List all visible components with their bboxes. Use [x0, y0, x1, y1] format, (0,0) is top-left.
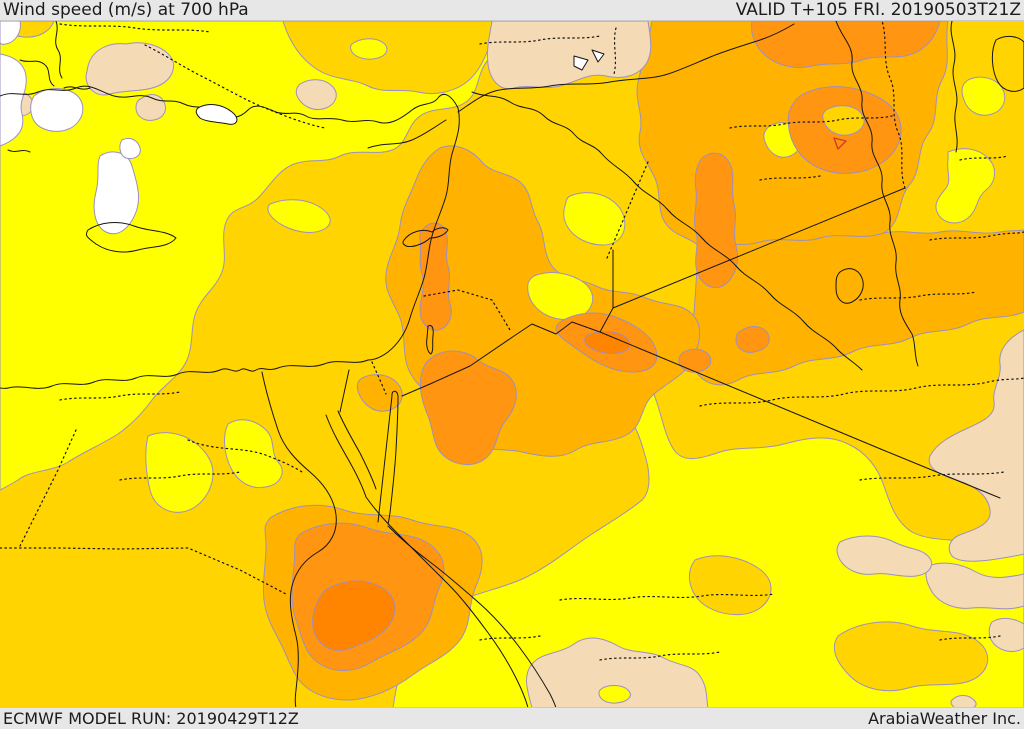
border-saudi-interior-1: [559, 593, 775, 601]
peach-blob-aegean: [85, 42, 174, 96]
border-saudi-east-1: [859, 471, 1005, 481]
peach-blob-southeast-1: [925, 562, 1024, 610]
border-iraq-interior-1: [699, 377, 1024, 407]
red-sea-east-coast: [387, 525, 557, 707]
peach-region-east-turkey: [487, 21, 652, 90]
white-minimum-aegean-2: [30, 88, 84, 132]
coastline-aegean-3: [63, 86, 91, 90]
suez-canal: [339, 369, 350, 413]
border-thrace: [59, 23, 211, 33]
border-libya-interior-2: [119, 471, 241, 481]
orange-finger-east-syria: [694, 152, 739, 289]
river-upper-euphrates: [367, 119, 447, 149]
orange-lens-west-iraq-2: [678, 348, 712, 373]
white-minimum-small: [119, 137, 141, 159]
branding-label: ArabiaWeather Inc.: [868, 708, 1021, 728]
border-saudi-iraq-southeast: [599, 331, 1001, 499]
border-jordan-iraq: [599, 249, 614, 333]
red-contour-layer: [833, 137, 847, 150]
peach-region-south-center: [526, 637, 709, 707]
yellow-tongue-egypt: [145, 432, 214, 513]
orange-streak-lebanon: [419, 222, 452, 331]
peach-blob-west-turkey: [295, 79, 337, 111]
border-libya-egypt: [19, 429, 77, 547]
lake-urmia-outline: [991, 35, 1024, 92]
yellow-blob-central-egypt: [224, 419, 283, 489]
gulf-of-suez-east-shore: [337, 410, 377, 490]
yellow-blob-east-syria: [563, 192, 626, 246]
lake-van-outline-2: [591, 49, 605, 63]
border-iran-interior-1: [929, 231, 1024, 241]
white-minimum-aegean-1: [0, 53, 27, 147]
gold-hole-north-iraq: [822, 105, 865, 136]
map-footer-bar: ECMWF MODEL RUN: 20190429T12Z ArabiaWeat…: [0, 707, 1024, 729]
coastline-aegean-2: [19, 59, 55, 87]
yellow-region-northwest: [0, 21, 533, 491]
border-egypt-israel: [371, 361, 387, 395]
dead-sea-outline: [426, 325, 434, 355]
valid-time-label: VALID T+105 FRI. 20190503T21Z: [735, 0, 1021, 20]
wind-fill-regions: [0, 21, 1024, 707]
gulf-of-suez-west-shore: [325, 414, 367, 498]
island-outline-crete: [85, 222, 177, 253]
river-aras: [950, 21, 958, 153]
gold-patch-south-1: [688, 555, 772, 615]
deep-orange-core-south-egypt: [312, 580, 396, 651]
border-iraq-saudi-northeast: [612, 187, 906, 309]
lake-van-outline-1: [573, 55, 589, 71]
coastlines-rivers-layer: [0, 21, 1024, 707]
peach-blob-southwest-turkey: [135, 94, 167, 121]
island-outline-rhodes: [195, 104, 238, 125]
border-greece-turkey: [144, 44, 326, 129]
border-iran-interior-2: [959, 155, 1009, 161]
amber-swath-iraq: [689, 229, 1024, 386]
deep-orange-core-east-jordan: [584, 331, 631, 355]
yellow-hole-in-gold-dome: [350, 38, 388, 60]
border-iraq-interior-3: [759, 175, 821, 181]
lake-tharthar-outline: [835, 268, 864, 304]
border-turkey-syria: [457, 23, 795, 113]
red-sea-west-coast: [365, 496, 529, 707]
border-iraq-interior-2: [859, 291, 977, 301]
river-nile: [261, 371, 337, 707]
model-run-label: ECMWF MODEL RUN: 20190429T12Z: [3, 708, 299, 728]
red-contour-north-iraq: [833, 137, 847, 150]
river-tigris: [835, 21, 919, 367]
river-euphrates: [471, 91, 863, 371]
yellow-blob-east-med: [267, 199, 331, 233]
border-saudi-interior-3: [599, 651, 721, 661]
map-header-bar: Wind speed (m/s) at 700 hPa VALID T+105 …: [0, 0, 1024, 21]
wind-speed-map: [0, 21, 1024, 707]
peach-blob-southeast-2: [988, 617, 1024, 652]
border-jordan-saudi-zigzag: [401, 321, 601, 397]
yellow-blob-northeast: [961, 76, 1006, 116]
page-title: Wind speed (m/s) at 700 hPa: [3, 0, 249, 20]
orange-core-jordan: [419, 350, 517, 465]
coastline-aegean-1: [55, 21, 63, 79]
border-saudi-east-2: [939, 635, 1001, 641]
white-minimum-south-aegean: [93, 151, 139, 235]
coastline-turkey-levant-egypt: [0, 85, 460, 389]
border-turkey-north-1: [479, 35, 601, 45]
border-saudi-interior-2: [479, 635, 541, 641]
gulf-of-aqaba-west-shore: [377, 393, 393, 523]
peach-dot-bottom-edge: [950, 695, 977, 707]
orange-core-southeast-turkey: [751, 21, 941, 69]
dotted-borders-layer: [0, 21, 1024, 661]
gold-patch-south-2: [834, 621, 988, 692]
white-minimum-corner: [0, 21, 21, 45]
border-libya-interior-1: [59, 391, 181, 401]
border-iran-iraq: [881, 21, 906, 189]
gulf-of-aqaba-head: [391, 390, 399, 397]
coastline-aegean-4: [7, 149, 31, 153]
border-egypt-sudan: [0, 547, 287, 595]
peach-blob-southeast-3: [836, 535, 932, 577]
orange-lens-west-iraq-1: [735, 326, 770, 353]
yellow-c-shape-northeast: [935, 148, 995, 224]
island-outline-cyprus: [402, 227, 449, 247]
yellow-hole-in-south-peach: [598, 685, 631, 704]
gulf-of-aqaba-east-shore: [387, 395, 399, 525]
